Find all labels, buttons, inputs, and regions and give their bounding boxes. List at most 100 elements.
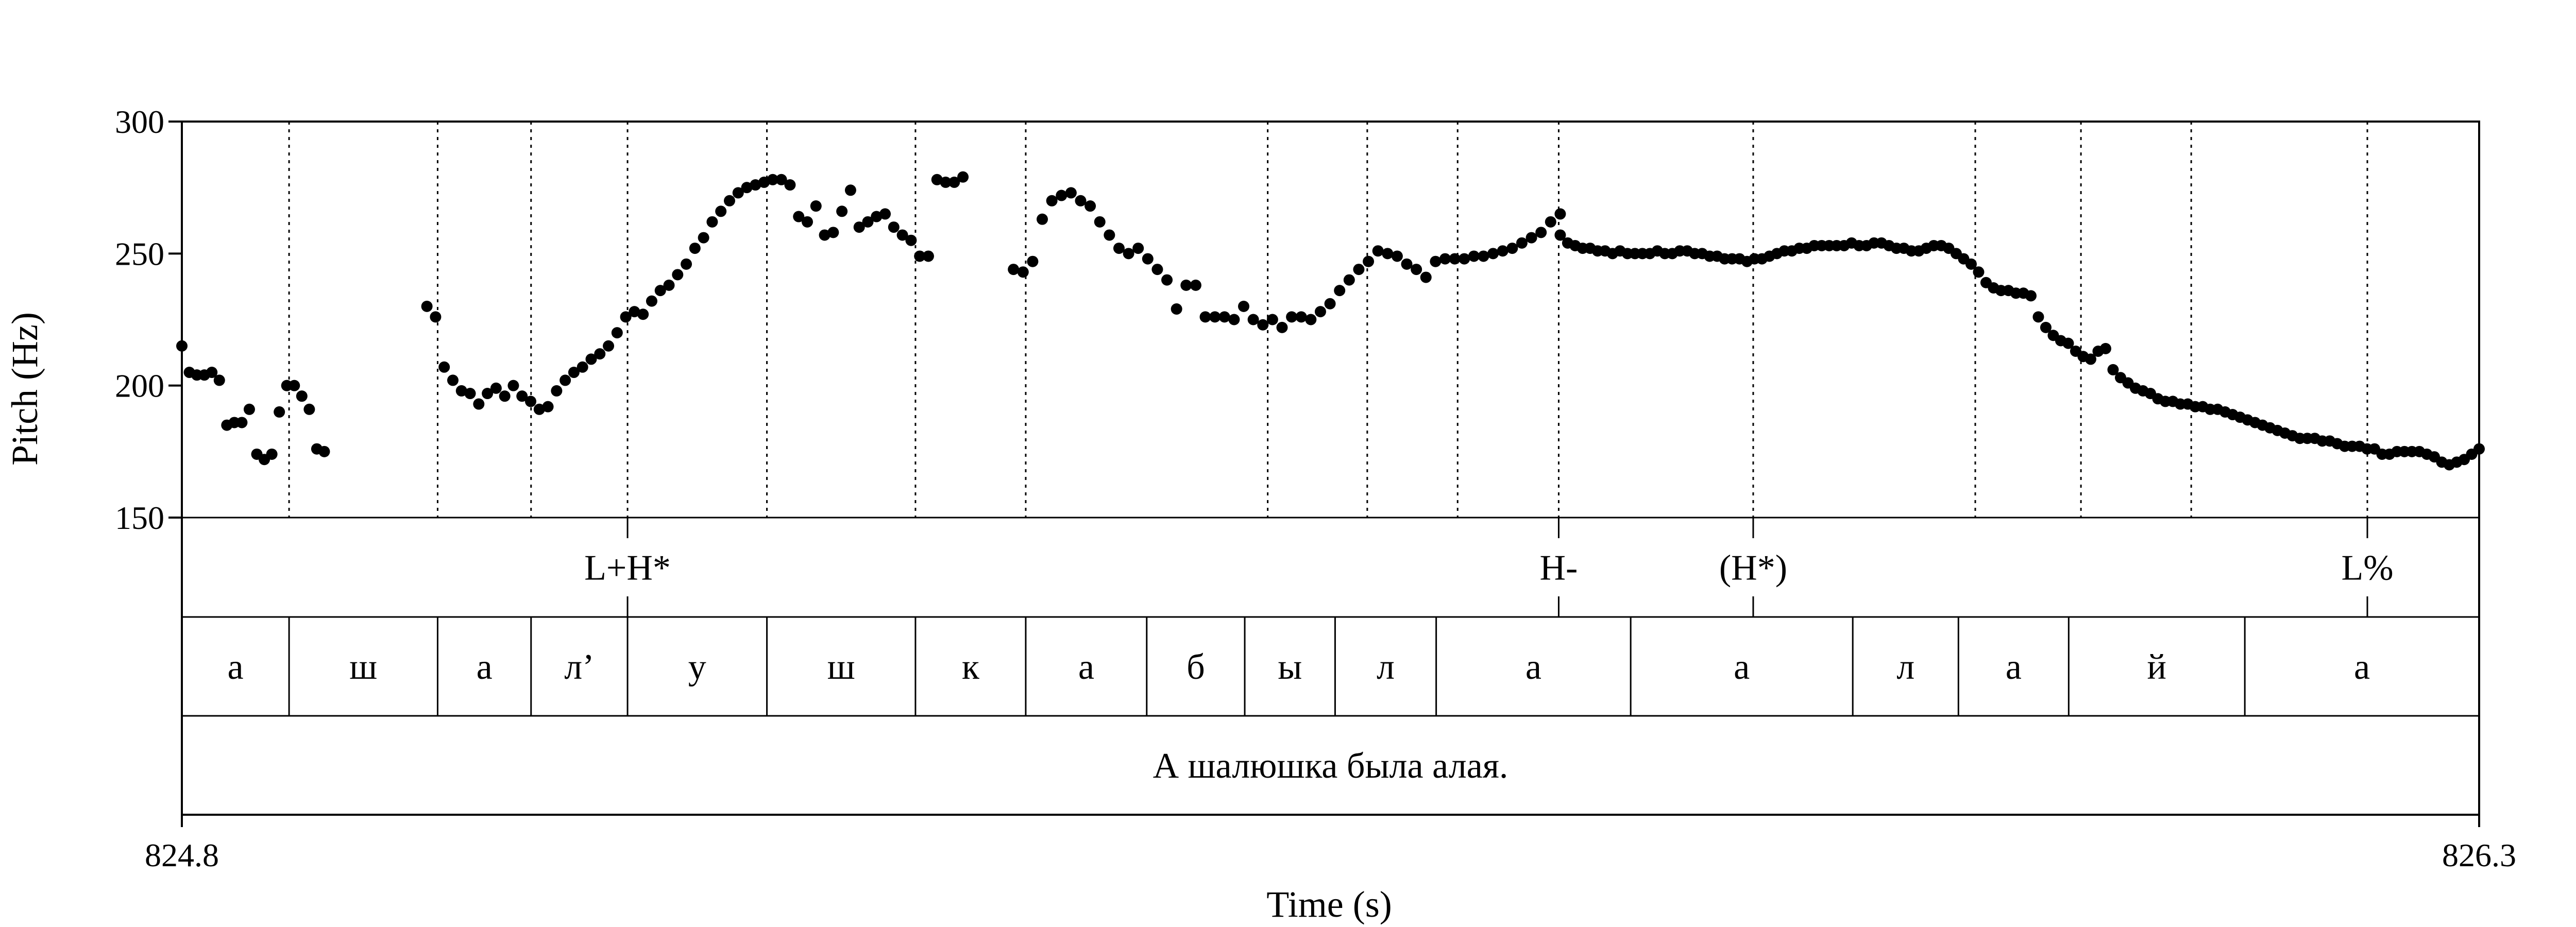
pitch-point (896, 229, 908, 241)
pitch-point (2107, 364, 2119, 375)
tone-tier: L+H* H- (H*) L% (584, 518, 2394, 617)
pitch-point (905, 234, 917, 246)
pitch-point (689, 243, 701, 254)
pitch-point (888, 221, 900, 233)
tone-label: H- (1539, 548, 1578, 588)
pitch-point (1209, 311, 1221, 323)
pitch-point (940, 176, 952, 188)
pitch-point (1286, 311, 1298, 323)
pitch-point (1180, 279, 1192, 291)
pitch-point (1171, 303, 1182, 315)
pitch-point (1257, 319, 1269, 331)
pitch-point (844, 184, 856, 196)
segment-label: а (228, 647, 244, 687)
plot-frame (181, 121, 2480, 827)
y-tick-label: 150 (115, 500, 164, 536)
pitch-point (810, 200, 822, 212)
segment-label: л (1896, 647, 1914, 687)
pitch-point (732, 187, 744, 199)
segment-label: а (1078, 647, 1094, 687)
pitch-point (827, 227, 839, 238)
x-tick-label-start: 824.8 (145, 837, 219, 873)
pitch-point (318, 445, 330, 457)
pitch-point (784, 179, 796, 191)
pitch-point (1420, 271, 1432, 283)
pitch-point (2032, 311, 2044, 323)
boundary-lines (288, 122, 2368, 518)
segment-label: ы (1278, 647, 1302, 687)
pitch-point (473, 398, 485, 410)
sentence-tier: А шалюшка была алая. (1153, 746, 1509, 786)
pitch-point (1008, 264, 1020, 276)
pitch-point (1372, 245, 1384, 257)
segment-label: а (1526, 647, 1541, 687)
y-tick-label: 250 (115, 235, 164, 272)
segment-label: к (962, 647, 980, 687)
pitch-point (533, 403, 545, 415)
pitch-point (1411, 264, 1422, 276)
pitch-point (819, 229, 831, 241)
pitch-point (1497, 245, 1509, 257)
pitch-point (1123, 248, 1134, 260)
segment-tier: а ш а л’ у ш к а б ы л а а л а й а (228, 617, 2370, 716)
pitch-point (266, 448, 278, 460)
pitch-point (1334, 285, 1346, 297)
pitch-point (646, 295, 657, 307)
pitch-point (914, 250, 926, 262)
pitch-point (438, 361, 450, 373)
pitch-point (637, 308, 649, 320)
segment-label: л (1377, 647, 1395, 687)
pitch-point (862, 216, 874, 228)
pitch-point (672, 269, 684, 281)
pitch-point (455, 385, 467, 397)
sentence-label: А шалюшка была алая. (1153, 746, 1509, 786)
pitch-point (507, 380, 519, 391)
y-tick-label: 200 (115, 368, 164, 404)
pitch-point (1487, 248, 1499, 260)
pitch-point (2099, 342, 2111, 354)
plot-border (181, 121, 2480, 816)
pitch-point (594, 348, 606, 360)
pitch-point (654, 285, 666, 297)
pitch-point (1295, 311, 1307, 323)
segment-label: а (2354, 647, 2370, 687)
pitch-point (1554, 208, 1566, 220)
pitch-point (1142, 253, 1154, 265)
pitch-point (793, 211, 805, 222)
segment-label: а (2006, 647, 2022, 687)
pitch-point (1218, 311, 1230, 323)
pitch-point (2040, 321, 2052, 333)
x-tick-label-end: 826.3 (2442, 837, 2516, 873)
pitch-point (303, 403, 315, 415)
pitch-point (577, 361, 588, 373)
y-axis-ticks: 150 200 250 300 (115, 104, 182, 536)
pitch-point (611, 327, 623, 339)
pitch-point (1324, 298, 1336, 310)
pitch-point (464, 388, 476, 400)
pitch-point (1506, 243, 1518, 254)
segment-label: л’ (564, 647, 594, 687)
pitch-point (767, 174, 778, 185)
x-axis-label: Time (s) (1266, 884, 1392, 925)
pitch-point (1151, 264, 1163, 276)
pitch-point (879, 208, 891, 220)
pitch-point (1238, 300, 1249, 312)
pitch-point (447, 374, 459, 386)
pitch-point (1037, 213, 1048, 225)
tone-label: L% (2341, 548, 2393, 588)
pitch-point (663, 279, 675, 291)
pitch-point (1353, 264, 1365, 276)
pitch-point (1199, 311, 1211, 323)
segment-label: а (1734, 647, 1750, 687)
pitch-point (1554, 229, 1566, 241)
pitch-point (741, 182, 753, 194)
y-tick-label: 300 (115, 104, 164, 140)
pitch-point (1526, 232, 1537, 244)
pitch-point (1965, 258, 1977, 270)
pitch-point (1478, 250, 1489, 262)
pitch-point (1449, 253, 1461, 265)
pitch-point (1065, 187, 1077, 199)
pitch-point (2473, 443, 2485, 455)
pitch-point (1535, 227, 1547, 238)
